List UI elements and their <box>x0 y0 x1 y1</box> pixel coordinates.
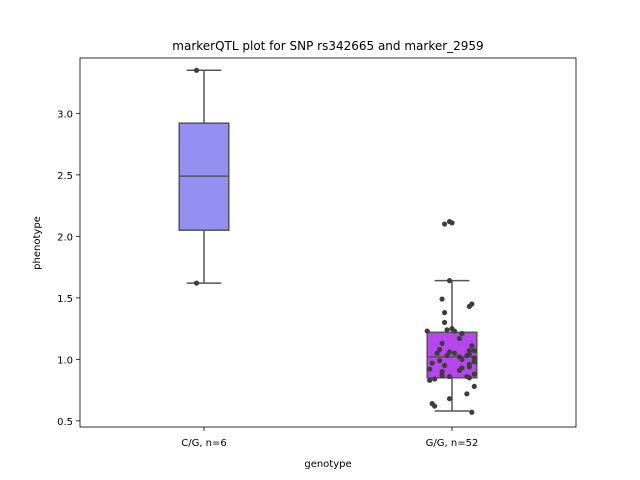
data-point <box>466 303 472 310</box>
y-tick-label: 0.5 <box>57 417 73 428</box>
data-point <box>441 362 448 369</box>
data-point <box>456 367 463 374</box>
y-tick-label: 1.0 <box>57 355 73 366</box>
data-point <box>446 373 453 380</box>
data-point <box>439 340 445 346</box>
data-point <box>434 350 440 356</box>
y-axis: 0.5 1.0 1.5 2.0 2.5 3.0 <box>57 109 80 428</box>
strip-points <box>424 218 477 415</box>
data-point <box>471 348 477 354</box>
data-point <box>432 403 438 409</box>
data-point <box>441 319 448 326</box>
data-point <box>446 396 453 402</box>
data-point <box>429 360 435 366</box>
y-tick-label: 3.0 <box>57 109 73 120</box>
data-point <box>459 356 465 362</box>
plot-area <box>178 67 478 415</box>
data-point <box>451 350 458 356</box>
data-point <box>439 369 445 375</box>
box-cg <box>178 69 230 284</box>
data-point <box>439 372 445 378</box>
data-point <box>193 67 200 73</box>
x-tick-label: G/G, n=52 <box>426 438 479 449</box>
data-point <box>449 220 455 226</box>
data-point <box>193 280 200 286</box>
y-axis-label: phenotype <box>32 216 43 270</box>
data-point <box>444 327 450 333</box>
data-point <box>471 355 477 361</box>
strip-points <box>193 67 200 286</box>
data-point <box>424 328 430 334</box>
data-point <box>441 221 448 227</box>
data-point <box>471 383 477 390</box>
x-tick-label: C/G, n=6 <box>181 438 227 449</box>
data-point <box>459 330 465 337</box>
data-point <box>466 375 472 381</box>
data-point <box>464 353 470 359</box>
data-point <box>456 335 463 342</box>
data-point <box>469 343 475 349</box>
data-point <box>427 377 433 383</box>
data-point <box>471 371 477 377</box>
data-point <box>446 278 453 284</box>
data-point <box>427 366 433 372</box>
data-point <box>466 348 472 354</box>
data-point <box>466 364 472 370</box>
data-point <box>437 357 443 364</box>
data-point <box>444 353 450 359</box>
y-tick-label: 2.5 <box>57 171 73 182</box>
data-point <box>464 391 470 397</box>
data-point <box>469 409 475 415</box>
y-tick-label: 1.5 <box>57 294 73 305</box>
data-point <box>439 296 445 302</box>
data-point <box>432 376 438 382</box>
y-tick-label: 2.0 <box>57 232 73 243</box>
data-point <box>441 310 448 316</box>
x-axis-label: genotype <box>304 459 351 470</box>
plot-frame <box>79 57 577 428</box>
data-point <box>437 346 443 353</box>
data-point <box>446 349 453 355</box>
data-point <box>471 359 477 365</box>
chart-title: markerQTL plot for SNP rs342665 and mark… <box>172 39 483 53</box>
x-axis: C/G, n=6 G/G, n=52 <box>181 427 478 449</box>
data-point <box>451 328 458 334</box>
